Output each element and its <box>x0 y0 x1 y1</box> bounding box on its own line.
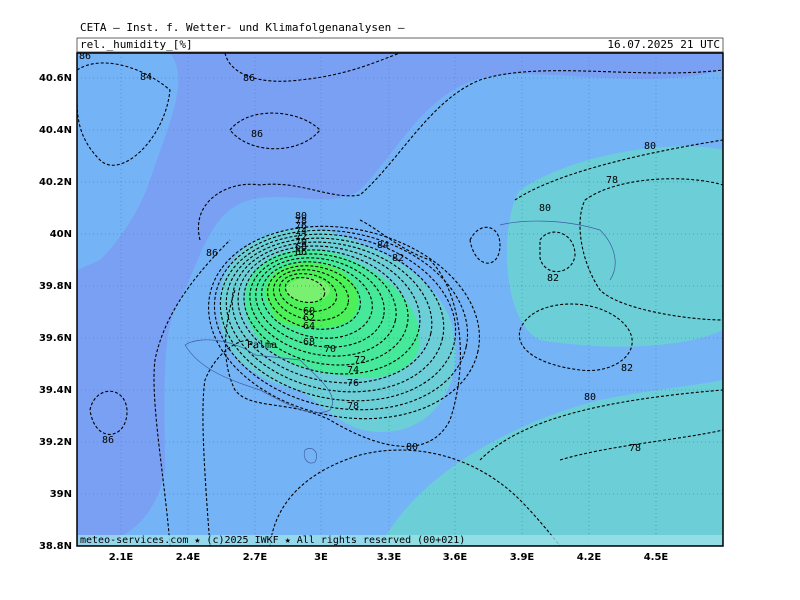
contour <box>255 257 385 348</box>
contour-label: 78 <box>629 443 641 454</box>
footer-bg <box>78 535 722 545</box>
contour-label: 82 <box>621 363 633 374</box>
lat-label: 39.8N <box>39 281 72 292</box>
lat-label: 40N <box>50 229 72 240</box>
contour <box>225 237 445 393</box>
lat-label: 39.6N <box>39 333 72 344</box>
contour-label: 68 <box>303 337 315 348</box>
contour <box>267 265 361 330</box>
contours <box>77 53 723 546</box>
contour <box>219 233 457 402</box>
lon-label: 2.7E <box>243 552 268 563</box>
contour-label: 70 <box>324 344 336 355</box>
lon-label: 3.9E <box>510 552 535 563</box>
footer: meteo-services.com ★ (c)2025 IWKF ★ All … <box>80 535 465 546</box>
contour-label: 86 <box>251 129 263 140</box>
map-frame <box>76 52 724 547</box>
lat-label: 39N <box>50 489 72 500</box>
coastline-cabrera <box>303 448 317 464</box>
contour <box>469 226 501 264</box>
contour <box>77 62 171 166</box>
contour-label: 86 <box>102 435 114 446</box>
contour <box>579 178 723 321</box>
contour <box>213 229 469 411</box>
valid-time: 16.07.2025 21 UTC <box>607 38 720 51</box>
coastline-mallorca <box>184 339 333 414</box>
lon-label: 2.1E <box>109 552 134 563</box>
contour-label: 82 <box>392 253 404 264</box>
contour <box>269 449 561 546</box>
contour-label: 82 <box>547 273 559 284</box>
lat-label: 40.2N <box>39 177 72 188</box>
contour <box>224 219 461 447</box>
contour-label: 84 <box>140 72 152 83</box>
lon-label: 2.4E <box>176 552 201 563</box>
contour <box>284 276 326 304</box>
contour-label: 80 <box>406 442 418 453</box>
header-title: CETA – Inst. f. Wetter- und Klimafolgena… <box>80 21 405 34</box>
contour-label: 80 <box>539 203 551 214</box>
contour <box>278 273 338 312</box>
contour-label: 74 <box>295 226 307 237</box>
lat-label: 39.4N <box>39 385 72 396</box>
lon-label: 3.6E <box>443 552 468 563</box>
contour-label: 72 <box>295 232 307 243</box>
contour-label: 62 <box>303 313 315 324</box>
contour <box>237 245 421 375</box>
field-core <box>286 278 330 302</box>
contour <box>249 253 397 357</box>
contour-label: 72 <box>354 355 366 366</box>
contour <box>202 339 251 546</box>
contour-label: 70 <box>295 237 307 248</box>
contour <box>261 261 373 339</box>
contour-label: 60 <box>303 306 315 317</box>
field-teal <box>380 380 723 546</box>
place-label: Palma <box>247 340 277 351</box>
contour-label: 74 <box>347 365 359 376</box>
contour-label: 66 <box>295 247 307 258</box>
contour-label: 80 <box>295 211 307 222</box>
contour <box>224 53 401 82</box>
contour <box>153 239 231 546</box>
label-box <box>76 37 724 53</box>
contour-label: 64 <box>303 321 315 332</box>
contour <box>243 249 409 366</box>
lon-label: 3E <box>314 552 328 563</box>
contour-label: 78 <box>347 401 359 412</box>
lon-label: 4.5E <box>644 552 669 563</box>
coastline-menorca <box>499 220 616 281</box>
contour <box>479 389 723 461</box>
contour-label: 86 <box>243 73 255 84</box>
contour-label: 78 <box>295 216 307 227</box>
contour <box>89 390 128 435</box>
contour-label: 68 <box>295 242 307 253</box>
lat-label: 40.4N <box>39 125 72 136</box>
contour <box>272 269 350 321</box>
contour <box>539 231 576 273</box>
contour-label: 80 <box>644 141 656 152</box>
contour-label: 86 <box>206 248 218 259</box>
contour <box>231 241 433 384</box>
lat-label: 40.6N <box>39 73 72 84</box>
lat-label: 39.2N <box>39 437 72 448</box>
contour <box>197 69 723 241</box>
field-deep-blue <box>77 53 723 546</box>
contour <box>208 225 480 420</box>
contour <box>514 139 723 201</box>
contour-label: 80 <box>584 392 596 403</box>
lat-label: 38.8N <box>39 541 72 552</box>
contour-label: 84 <box>377 240 389 251</box>
field-teal <box>506 146 723 347</box>
contour <box>559 429 723 461</box>
contour-label: 76 <box>295 221 307 232</box>
contour-label: 78 <box>606 175 618 186</box>
contour-label: 76 <box>347 378 359 389</box>
lon-label: 4.2E <box>577 552 602 563</box>
lon-label: 3.3E <box>377 552 402 563</box>
contour-label: 86 <box>79 51 91 62</box>
field-label: rel._humidity_[%] <box>80 38 193 51</box>
